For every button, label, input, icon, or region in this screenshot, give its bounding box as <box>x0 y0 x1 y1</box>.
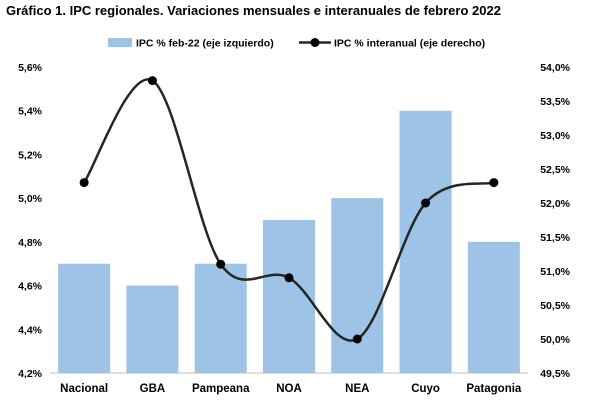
chart-title: Gráfico 1. IPC regionales. Variaciones m… <box>6 3 501 18</box>
category-label: Pampeana <box>192 383 250 395</box>
line-point-gba <box>147 76 157 86</box>
line-point-nea <box>352 334 362 344</box>
category-label: Cuyo <box>411 383 440 395</box>
legend-label-bars: IPC % feb-22 (eje izquierdo) <box>136 38 274 50</box>
left-tick-label: 4,8% <box>18 237 43 249</box>
right-tick-label: 50,0% <box>540 334 570 346</box>
right-tick-label: 50,5% <box>540 300 570 312</box>
right-tick-label: 51,0% <box>540 266 570 278</box>
category-label: NEA <box>345 383 369 395</box>
right-tick-label: 52,0% <box>540 198 570 210</box>
left-tick-label: 5,6% <box>18 62 43 74</box>
right-tick-label: 49,5% <box>540 368 570 380</box>
category-label: GBA <box>140 383 166 395</box>
category-label: Nacional <box>60 383 108 395</box>
right-tick-label: 53,0% <box>540 130 570 142</box>
left-tick-label: 4,2% <box>18 368 43 380</box>
bar-cuyo <box>399 110 452 373</box>
left-tick-label: 4,6% <box>18 281 43 293</box>
line-point-nacional <box>79 178 89 188</box>
bar-pampeana <box>194 263 247 373</box>
line-point-cuyo <box>421 198 431 208</box>
line-point-patagonia <box>489 178 499 188</box>
right-tick-label: 53,5% <box>540 96 570 108</box>
bar-patagonia <box>467 241 520 373</box>
line-series <box>79 76 499 344</box>
category-label: NOA <box>276 383 302 395</box>
left-tick-label: 5,2% <box>18 149 43 161</box>
category-label: Patagonia <box>466 383 522 395</box>
right-axis: 49,5% 50,0% 50,5% 51,0% 51,5% 52,0% 52,5% 53,0%… <box>540 62 570 380</box>
legend-swatch-bars <box>108 38 132 47</box>
chart-legend: IPC % feb-22 (eje izquierdo) IPC % inter… <box>108 38 485 50</box>
right-tick-label: 54,0% <box>540 62 570 74</box>
bar-gba <box>126 285 179 373</box>
bar-nacional <box>58 263 111 373</box>
line-point-pampeana <box>216 259 226 269</box>
legend-label-line: IPC % interanual (eje derecho) <box>334 38 485 50</box>
left-axis: 4,2% 4,4% 4,6% 4,8% 5,0% 5,2% 5,4% 5,6% <box>18 62 43 380</box>
legend-marker-symbol <box>310 38 320 47</box>
line-point-noa <box>284 273 294 283</box>
left-tick-label: 5,0% <box>18 193 43 205</box>
category-axis: Nacional GBA Pampeana NOA NEA Cuyo Patagonia <box>60 383 522 395</box>
right-tick-label: 52,5% <box>540 164 570 176</box>
bar-series <box>58 110 520 373</box>
left-tick-label: 5,4% <box>18 106 43 118</box>
bar-nea <box>331 198 384 373</box>
right-tick-label: 51,5% <box>540 232 570 244</box>
left-tick-label: 4,4% <box>18 324 43 336</box>
